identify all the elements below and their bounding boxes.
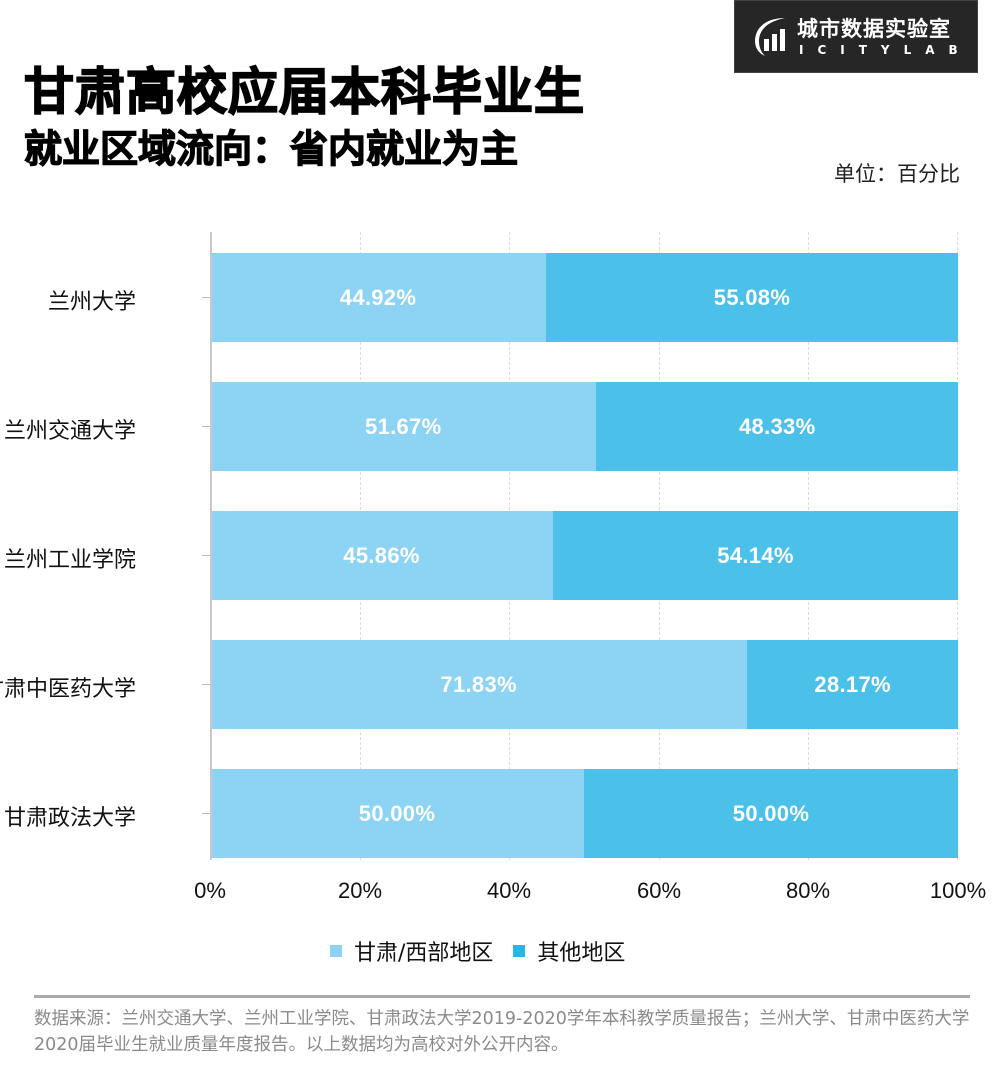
bar-segment-gansu-west: 45.86%: [210, 511, 554, 600]
y-tick: [202, 813, 210, 814]
data-label: 44.92%: [339, 284, 417, 310]
bar-segment-gansu-west: 50.00%: [210, 769, 584, 858]
x-axis-label: 100%: [929, 878, 987, 903]
data-label: 48.33%: [739, 413, 816, 439]
bar-row: 44.92% 55.08%: [210, 253, 958, 342]
bar-segment-other: 50.00%: [584, 769, 958, 858]
bar-segment-other: 48.33%: [596, 382, 958, 471]
legend-label: 其他地区: [537, 941, 626, 966]
data-label: 71.83%: [440, 671, 517, 697]
bar-chart-swoosh-icon: [755, 18, 785, 56]
legend-swatch-icon: [330, 945, 342, 957]
footer-divider: [34, 995, 970, 998]
y-axis-label: 甘肃政法大学: [3, 806, 136, 831]
legend-item-gansu-west: 甘肃/西部地区: [330, 935, 493, 967]
bar-segment-other: 55.08%: [546, 253, 958, 342]
chart-subtitle: 就业区域流向：省内就业为主: [23, 126, 519, 171]
bar-row: 71.83% 28.17%: [210, 640, 958, 729]
y-tick: [202, 684, 210, 685]
y-axis-label: 甘肃中医药大学: [0, 677, 136, 702]
data-label: 50.00%: [732, 800, 810, 826]
legend-item-other: 其他地区: [513, 935, 625, 967]
legend: 甘肃/西部地区 其他地区: [330, 935, 645, 967]
y-tick: [202, 297, 210, 298]
y-tick: [202, 555, 210, 556]
x-axis-label: 40%: [486, 878, 532, 903]
bar-segment-other: 54.14%: [553, 511, 958, 600]
x-axis-label: 60%: [636, 878, 682, 903]
y-axis-line: [210, 232, 212, 860]
data-label: 45.86%: [343, 542, 420, 568]
y-axis-label: 兰州交通大学: [3, 419, 136, 444]
x-axis-label: 0%: [194, 878, 226, 903]
bar-row: 50.00% 50.00%: [210, 769, 958, 858]
y-axis-label: 兰州大学: [47, 290, 136, 315]
source-note: 数据来源：兰州交通大学、兰州工业学院、甘肃政法大学2019-2020学年本科教学…: [34, 1009, 970, 1055]
unit-label: 单位：百分比: [834, 162, 960, 186]
brand-name-en: ICITYLAB: [799, 43, 972, 57]
legend-swatch-icon: [513, 945, 526, 957]
y-axis-label: 兰州工业学院: [3, 548, 136, 573]
data-label: 28.17%: [814, 671, 891, 697]
bar-segment-gansu-west: 71.83%: [210, 640, 748, 729]
plot-area: 44.92% 55.08% 51.67% 48.33% 45.86% 54.14…: [0, 232, 958, 860]
data-label: 55.08%: [713, 284, 791, 310]
bar-segment-gansu-west: 51.67%: [210, 382, 597, 471]
legend-label: 甘肃/西部地区: [354, 941, 494, 966]
bar-segment-other: 28.17%: [747, 640, 958, 729]
y-tick: [202, 426, 210, 427]
bar-row: 51.67% 48.33%: [210, 382, 958, 471]
bar-segment-gansu-west: 44.92%: [210, 253, 546, 342]
data-label: 54.14%: [717, 542, 794, 568]
data-label: 50.00%: [358, 800, 436, 826]
x-axis-label: 20%: [337, 878, 383, 903]
brand-logo: 城市数据实验室 ICITYLAB: [734, 0, 978, 73]
brand-name-cn: 城市数据实验室: [797, 17, 951, 41]
x-axis-label: 80%: [785, 878, 831, 903]
chart-title: 甘肃高校应届本科毕业生: [23, 62, 585, 122]
data-label: 51.67%: [365, 413, 442, 439]
bar-row: 45.86% 54.14%: [210, 511, 958, 600]
